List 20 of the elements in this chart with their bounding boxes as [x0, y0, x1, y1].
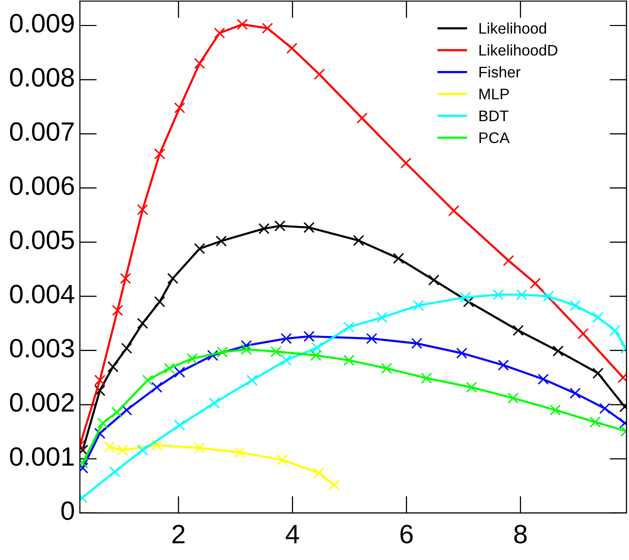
y-tick-label: 0.007: [10, 122, 74, 141]
legend-label: BDT: [479, 110, 508, 122]
y-tick-label: 0.006: [10, 176, 74, 196]
y-tick-label: 0.005: [10, 230, 74, 250]
legend-label: Likelihood: [479, 22, 546, 34]
x-tick-label: 4: [286, 525, 300, 544]
x-tick-label: 6: [400, 524, 413, 544]
y-tick-label: 0.001: [10, 447, 74, 466]
x-tick-label: 2: [172, 524, 184, 544]
y-tick-label: 0.002: [10, 393, 74, 412]
y-tick-label: 0.004: [10, 284, 74, 304]
legend-label: Fisher: [479, 66, 520, 78]
x-tick-label: 8: [514, 524, 527, 544]
legend-label: MLP: [479, 88, 509, 100]
y-tick-label: 0: [61, 501, 74, 520]
y-tick-label: 0.003: [10, 338, 74, 358]
y-tick-label: 0.009: [10, 14, 74, 33]
y-tick-label: 0.008: [10, 68, 74, 87]
legend-label: PCA: [479, 132, 510, 144]
legend-label: LikelihoodD: [479, 44, 558, 56]
